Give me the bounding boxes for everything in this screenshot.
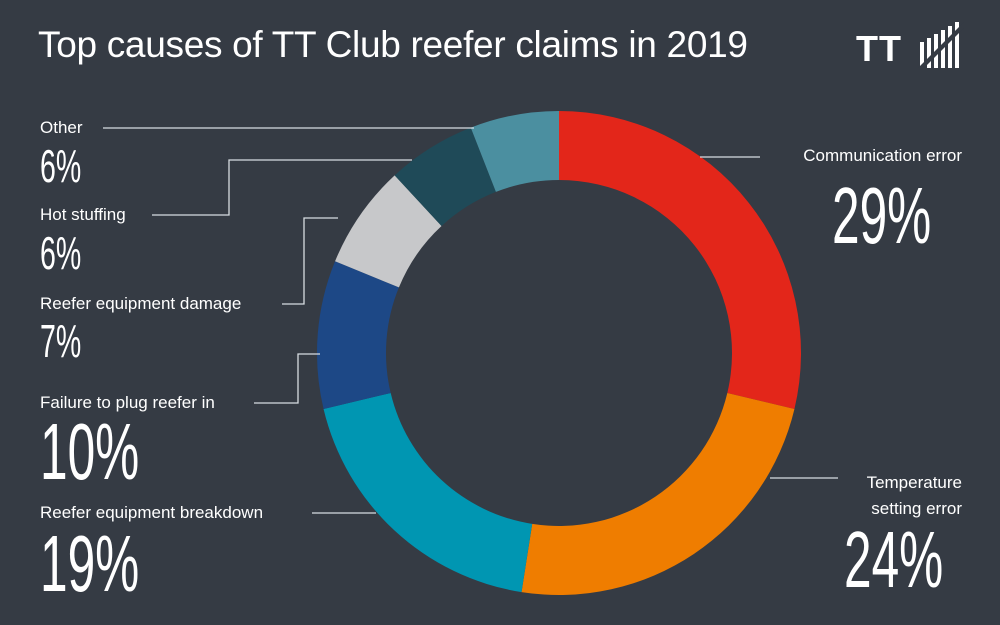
- percent-communication-error: 29%: [832, 171, 932, 260]
- logo-stripes-icon: [918, 22, 964, 68]
- slice-temperature-setting-error: [521, 392, 795, 595]
- label-temperature-setting-error: Temperature setting error: [867, 470, 962, 522]
- percent-other: 6%: [40, 140, 82, 192]
- percent-reefer-equipment-damage: 7%: [40, 315, 82, 367]
- percent-failure-to-plug: 10%: [40, 407, 140, 496]
- leader-line-reefer-equipment-damage: [282, 217, 338, 305]
- percent-hot-stuffing: 6%: [40, 227, 82, 279]
- slice-reefer-equipment-damage: [335, 175, 442, 288]
- label-temperature-line-2: setting error: [871, 499, 962, 518]
- label-other: Other: [40, 118, 83, 137]
- logo-text: TT: [856, 28, 902, 69]
- slice-hot-stuffing: [394, 127, 496, 227]
- chart-title: Top causes of TT Club reefer claims in 2…: [38, 24, 748, 65]
- slice-reefer-equipment-breakdown: [323, 392, 533, 593]
- slice-communication-error: [559, 111, 801, 409]
- label-communication-error: Communication error: [803, 146, 962, 165]
- slice-other: [470, 111, 559, 192]
- label-temperature-line-1: Temperature: [866, 473, 962, 492]
- label-failure-to-plug: Failure to plug reefer in: [40, 393, 215, 412]
- label-hot-stuffing: Hot stuffing: [40, 205, 126, 224]
- percent-reefer-equipment-breakdown: 19%: [40, 519, 140, 608]
- slice-failure-to-plug-reefer-in: [317, 261, 399, 409]
- leader-line-failure-to-plug: [254, 353, 320, 404]
- tt-club-logo: TT: [856, 22, 966, 70]
- percent-temperature-setting-error: 24%: [844, 515, 944, 604]
- label-reefer-equipment-breakdown: Reefer equipment breakdown: [40, 503, 264, 522]
- leader-line-hot-stuffing: [152, 159, 412, 216]
- label-reefer-equipment-damage: Reefer equipment damage: [40, 294, 242, 313]
